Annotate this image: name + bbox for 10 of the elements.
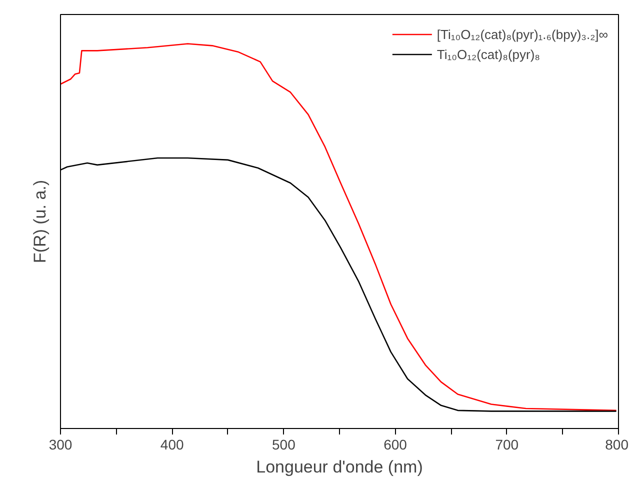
x-tick-label: 500 (272, 436, 296, 452)
y-axis-title: F(R) (u. a.) (30, 180, 50, 264)
x-axis-title: Longueur d'onde (nm) (256, 458, 423, 476)
x-tick-label: 400 (160, 436, 184, 452)
legend-label: Ti₁₀O₁₂(cat)₈(pyr)₈ (436, 46, 540, 62)
x-tick-label: 300 (48, 436, 72, 452)
legend-label: [Ti₁₀O₁₂(cat)₈(pyr)₁.₆(bpy)₃.₂]∞ (436, 26, 608, 42)
x-tick-label: 600 (384, 436, 408, 452)
x-tick-label: 700 (495, 436, 519, 452)
x-tick-label: 800 (605, 436, 629, 452)
